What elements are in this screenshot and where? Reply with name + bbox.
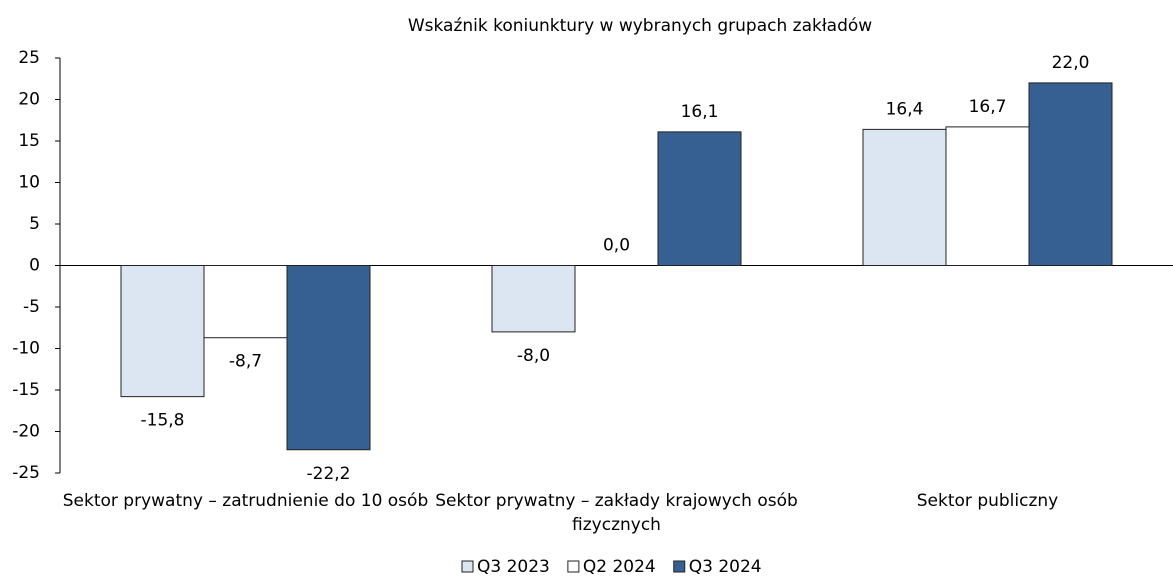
chart-title: Wskaźnik koniunktury w wybranych grupach…: [408, 16, 872, 36]
data-label: 16,4: [886, 99, 924, 119]
y-tick-label: 5: [29, 214, 40, 234]
legend-swatch: [673, 560, 686, 573]
y-tick-label: -15: [12, 380, 40, 400]
x-tick-label: Sektor publiczny: [916, 491, 1059, 511]
data-label: -22,2: [307, 464, 351, 484]
bar: [203, 265, 288, 339]
y-tick-label: 20: [18, 90, 40, 110]
y-tick-label: -5: [23, 297, 40, 317]
data-label: -8,7: [229, 352, 262, 372]
data-label: 0,0: [603, 236, 630, 256]
bar: [657, 131, 742, 266]
y-tick-label: 10: [18, 173, 40, 193]
y-tick-label: -20: [12, 422, 40, 442]
bar: [120, 265, 205, 398]
bar: [286, 265, 371, 451]
y-tick-label: 15: [18, 131, 40, 151]
legend-label: Q3 2023: [477, 557, 550, 577]
x-tick-label: Sektor prywatny – zatrudnienie do 10 osó…: [62, 491, 429, 511]
bar: [945, 126, 1030, 266]
bar: [1028, 82, 1113, 267]
x-tick-label-box: Sektor publiczny: [916, 491, 1059, 511]
legend-swatch: [567, 560, 580, 573]
bar: [862, 128, 947, 266]
x-tick-label: Sektor prywatny – zakłady krajowych osób…: [435, 491, 798, 535]
x-tick-label-box: Sektor prywatny – zatrudnienie do 10 osó…: [62, 491, 429, 511]
y-tick-label: -10: [12, 339, 40, 359]
y-tick-label: 0: [29, 256, 40, 276]
data-label: 16,1: [681, 102, 719, 122]
data-label: 16,7: [969, 97, 1007, 117]
data-label: -15,8: [141, 411, 185, 431]
y-tick-label: -25: [12, 463, 40, 483]
y-tick-label: 25: [18, 48, 40, 68]
data-label: -8,0: [517, 346, 550, 366]
data-label: 22,0: [1052, 53, 1090, 73]
legend-label: Q3 2024: [689, 557, 762, 577]
legend-swatch: [461, 560, 474, 573]
bar: [491, 265, 576, 333]
legend-label: Q2 2024: [583, 557, 656, 577]
x-tick-label-box: Sektor prywatny – zakłady krajowych osób…: [435, 491, 798, 535]
